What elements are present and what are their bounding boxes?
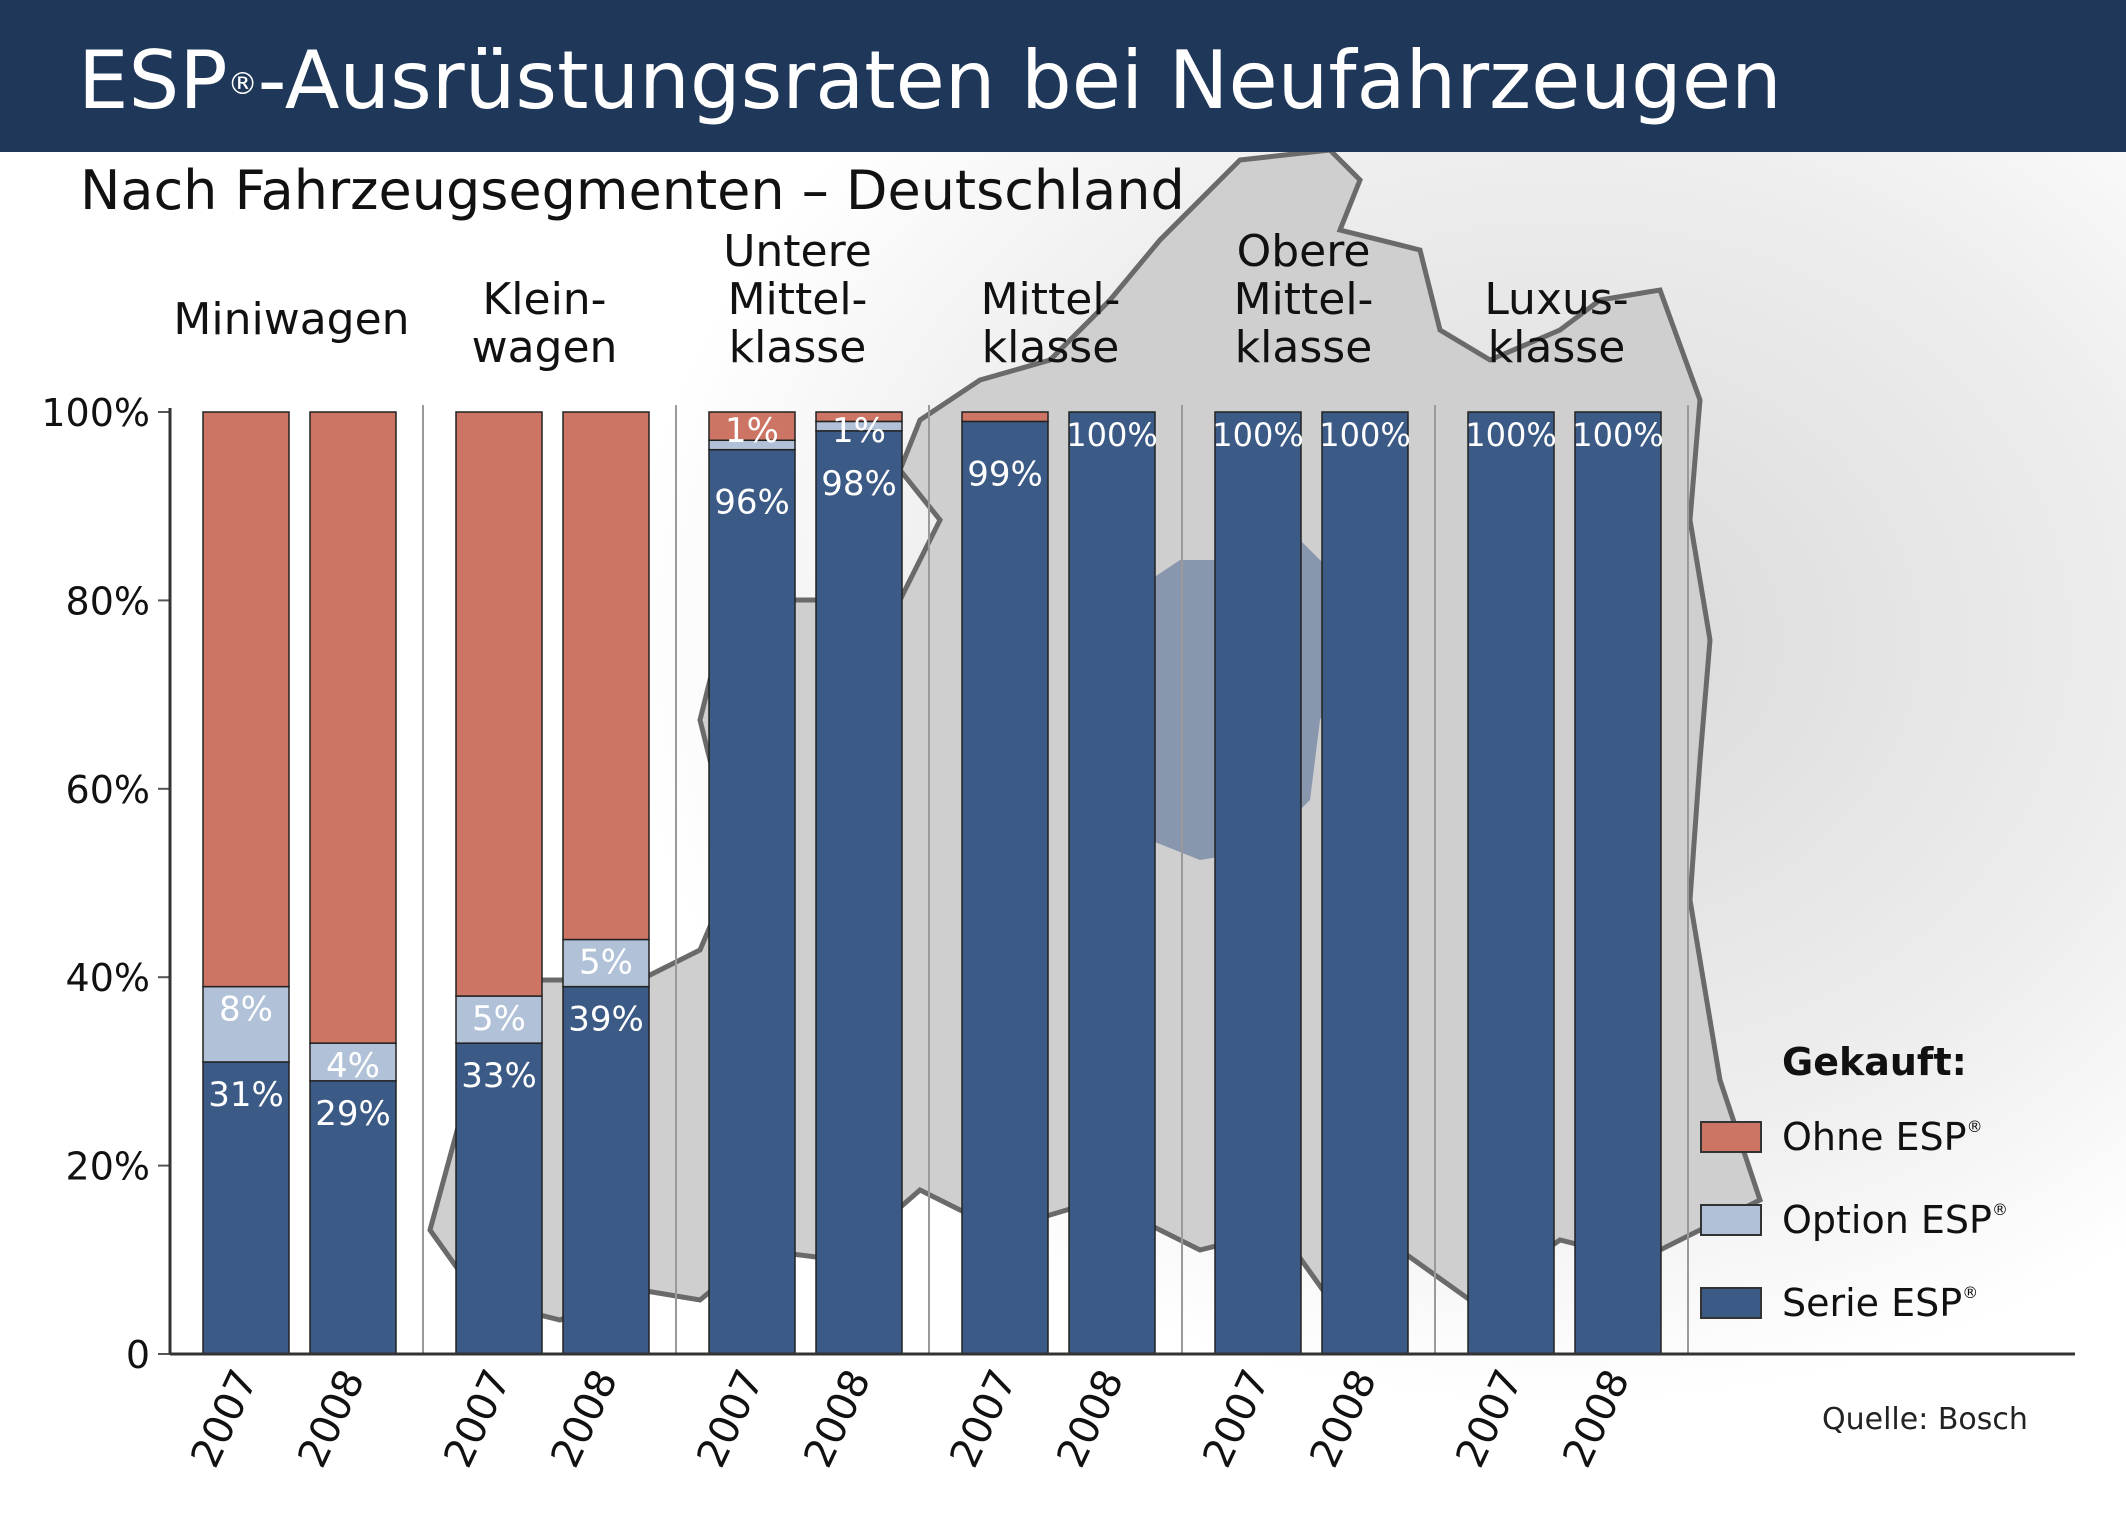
- x-tick-label: 2007: [1194, 1363, 1279, 1475]
- legend: Gekauft: Ohne ESP® Option ESP® Serie ESP…: [1700, 1040, 2060, 1363]
- bar-ohne: [562, 411, 650, 941]
- legend-swatch-ohne: [1700, 1121, 1762, 1153]
- x-tick-label: 2008: [289, 1363, 374, 1475]
- x-tick-label: 2007: [1447, 1363, 1532, 1475]
- x-tick-label: 2007: [435, 1363, 520, 1475]
- bar-serie: [1321, 411, 1409, 1355]
- y-tick-label: 100%: [41, 391, 150, 435]
- bar-option: [562, 938, 650, 988]
- page-title: ESP®-Ausrüstungsraten bei Neufahrzeugen: [78, 34, 1782, 127]
- bar-ohne: [202, 411, 290, 988]
- group-label: wagen: [472, 322, 618, 373]
- bar-serie: [309, 1080, 397, 1355]
- source-note: Quelle: Bosch: [1822, 1402, 2028, 1437]
- legend-title: Gekauft:: [1782, 1040, 1967, 1084]
- data-label-serie: 100%: [1212, 416, 1303, 454]
- group-label: klasse: [1488, 322, 1626, 373]
- data-label-option: 8%: [219, 990, 273, 1030]
- y-tick-label: 60%: [66, 768, 150, 812]
- data-label-option: 1%: [832, 411, 886, 451]
- bar-serie: [455, 1042, 543, 1355]
- x-tick-label: 2008: [1048, 1363, 1133, 1475]
- legend-label-option: Option ESP®: [1782, 1198, 2008, 1242]
- data-label-option: 1%: [725, 411, 779, 451]
- data-label-serie: 39%: [568, 1000, 644, 1040]
- data-label-serie: 100%: [1066, 416, 1157, 454]
- data-label-serie: 99%: [967, 454, 1043, 494]
- legend-item-serie: Serie ESP®: [1700, 1280, 2060, 1326]
- bar-ohne: [815, 411, 903, 423]
- y-tick-label: 0: [126, 1333, 150, 1377]
- bar-option: [455, 995, 543, 1044]
- x-tick-label: 2007: [182, 1363, 267, 1475]
- bar-ohne: [961, 411, 1049, 423]
- bar-serie: [562, 985, 650, 1355]
- bar-serie: [202, 1061, 290, 1355]
- legend-label-ohne: Ohne ESP®: [1782, 1115, 1983, 1159]
- data-label-serie: 33%: [461, 1056, 537, 1096]
- x-tick-label: 2007: [688, 1363, 773, 1475]
- group-label: Obere: [1237, 226, 1371, 277]
- x-tick-label: 2008: [795, 1363, 880, 1475]
- y-tick-label: 80%: [66, 579, 150, 623]
- legend-item-option: Option ESP®: [1700, 1197, 2060, 1243]
- data-label-serie: 100%: [1319, 416, 1410, 454]
- data-label-serie: 96%: [714, 483, 790, 523]
- legend-item-ohne: Ohne ESP®: [1700, 1114, 2060, 1160]
- bar-serie: [1467, 411, 1555, 1355]
- bar-serie: [815, 430, 903, 1355]
- x-tick-label: 2008: [1301, 1363, 1386, 1475]
- group-label: klasse: [982, 322, 1120, 373]
- bar-ohne: [309, 411, 397, 1044]
- group-label: Mittel-: [728, 274, 868, 325]
- header-bar: [0, 0, 2126, 152]
- group-label: Mittel-: [981, 274, 1121, 325]
- data-label-option: 4%: [326, 1046, 380, 1086]
- x-tick-label: 2008: [1554, 1363, 1639, 1475]
- bar-ohne: [708, 411, 796, 442]
- group-label: Klein-: [482, 274, 606, 325]
- y-tick-label: 40%: [66, 956, 150, 1000]
- legend-swatch-serie: [1700, 1287, 1762, 1319]
- group-label: Untere: [723, 226, 872, 277]
- y-tick-label: 20%: [66, 1145, 150, 1189]
- data-label-serie: 29%: [315, 1094, 391, 1134]
- data-label-serie: 100%: [1465, 416, 1556, 454]
- bar-serie: [708, 448, 796, 1355]
- data-label-serie: 100%: [1572, 416, 1663, 454]
- data-label-option: 5%: [472, 999, 526, 1039]
- x-tick-label: 2008: [542, 1363, 627, 1475]
- x-tick-label: 2007: [941, 1363, 1026, 1475]
- bar-serie: [1068, 411, 1156, 1355]
- bar-serie: [961, 420, 1049, 1355]
- legend-label-serie: Serie ESP®: [1782, 1281, 1979, 1325]
- legend-swatch-option: [1700, 1204, 1762, 1236]
- group-label: Mittel-: [1234, 274, 1374, 325]
- bar-serie: [1214, 411, 1302, 1355]
- group-label: Luxus-: [1484, 274, 1628, 325]
- group-label: Miniwagen: [173, 294, 409, 345]
- group-label: klasse: [1235, 322, 1373, 373]
- bar-option: [309, 1042, 397, 1082]
- page-subtitle: Nach Fahrzeugsegmenten – Deutschland: [80, 159, 1185, 222]
- bar-serie: [1574, 411, 1662, 1355]
- bar-ohne: [455, 411, 543, 997]
- data-label-serie: 98%: [821, 464, 897, 504]
- group-label: klasse: [729, 322, 867, 373]
- data-label-option: 5%: [579, 943, 633, 983]
- data-label-serie: 31%: [208, 1075, 284, 1115]
